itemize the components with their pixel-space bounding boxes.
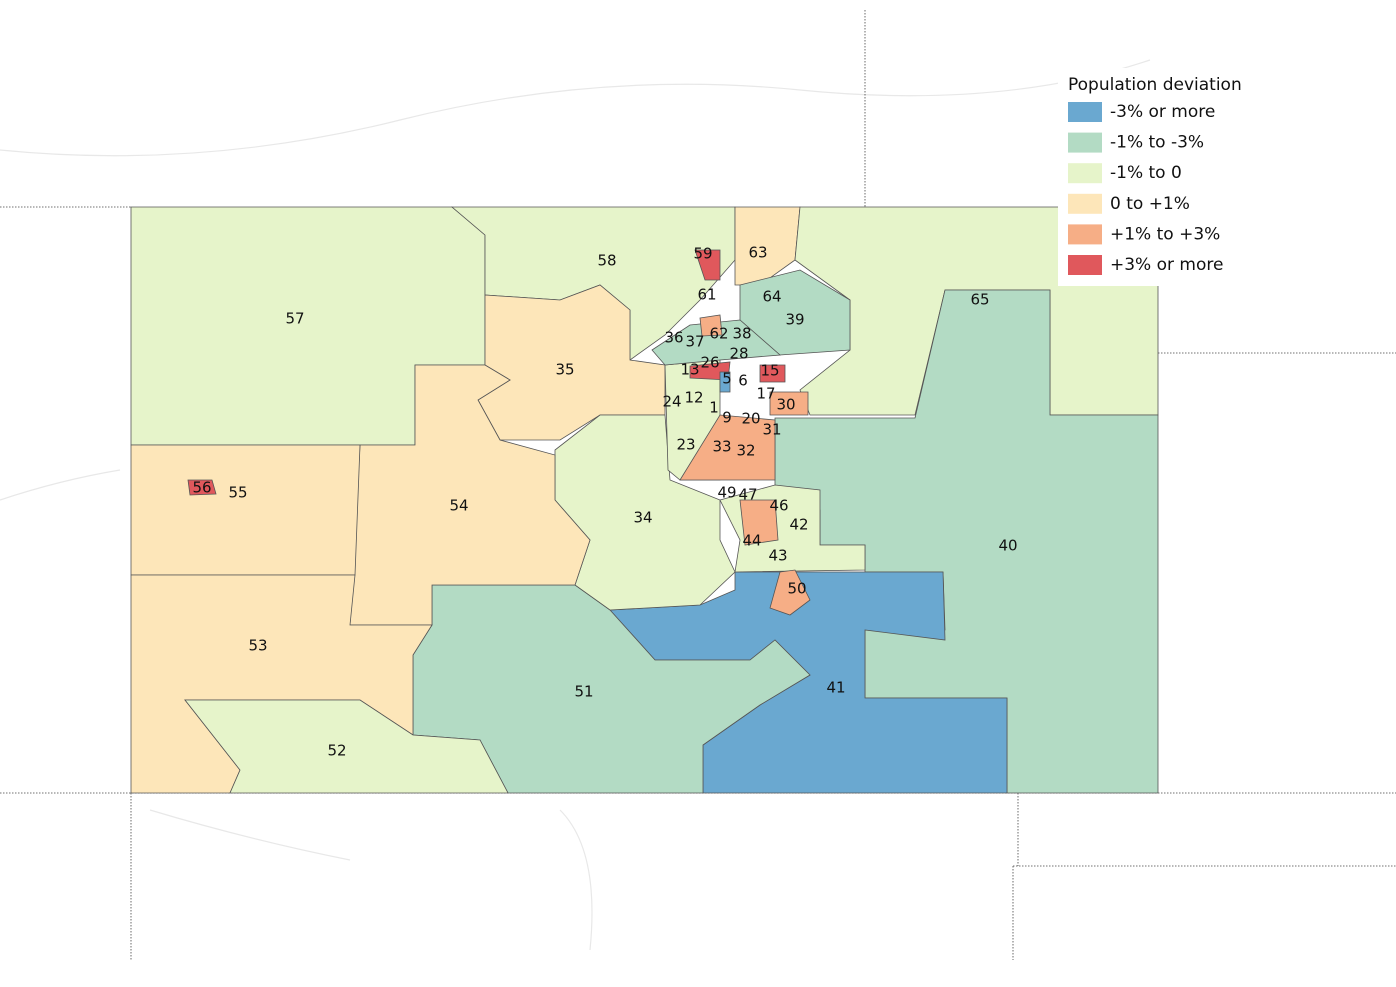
district-label: 61 <box>697 286 716 304</box>
district-label: 13 <box>680 361 699 379</box>
legend-label: 0 to +1% <box>1110 194 1190 214</box>
district-label: 32 <box>736 442 755 460</box>
district-label: 52 <box>327 742 346 760</box>
legend-swatch <box>1068 163 1102 184</box>
district-label: 49 <box>717 484 736 502</box>
district-area <box>184 699 509 794</box>
district-label: 15 <box>760 362 779 380</box>
district-label: 59 <box>693 245 712 263</box>
district-label: 39 <box>785 311 804 329</box>
district-area <box>694 249 721 281</box>
district-label: 37 <box>685 333 704 351</box>
district-label: 23 <box>676 436 695 454</box>
district-label: 28 <box>729 345 748 363</box>
district-label: 30 <box>776 396 795 414</box>
legend-label: -1% to 0 <box>1110 163 1182 183</box>
district-label: 6 <box>738 372 748 390</box>
legend-swatch <box>1068 132 1102 153</box>
district-area <box>734 206 801 286</box>
district-label: 55 <box>228 484 247 502</box>
district-label: 57 <box>285 310 304 328</box>
district-label: 17 <box>756 385 775 403</box>
district-label: 24 <box>662 393 681 411</box>
district-area <box>651 319 781 366</box>
district-label: 34 <box>633 509 652 527</box>
district-label: 47 <box>738 486 757 504</box>
legend-label: -1% to -3% <box>1110 133 1204 153</box>
district-label: 20 <box>741 410 760 428</box>
district-area <box>739 499 779 546</box>
legend-label: +1% to +3% <box>1110 224 1220 244</box>
district-area <box>679 414 776 481</box>
district-label: 62 <box>709 325 728 343</box>
district-label: 35 <box>555 361 574 379</box>
district-label: 56 <box>192 479 211 497</box>
district-label: 12 <box>684 389 703 407</box>
district-label: 53 <box>248 637 267 655</box>
district-label: 50 <box>787 580 806 598</box>
background <box>0 10 1396 960</box>
district-area <box>769 569 811 616</box>
river <box>0 469 121 501</box>
legend-swatch <box>1068 224 1102 245</box>
district-area <box>759 364 786 383</box>
legend-swatch <box>1068 102 1102 122</box>
district-label: 5 <box>722 370 732 388</box>
legend-swatch <box>1068 193 1102 214</box>
districts <box>130 206 1159 794</box>
legend-title: Population deviation <box>1068 75 1242 95</box>
district-area <box>349 364 591 626</box>
district-label: 44 <box>742 532 761 550</box>
legend: Population deviation -3% or more -1% to -… <box>1058 68 1253 286</box>
district-label: 51 <box>574 683 593 701</box>
river <box>149 809 351 861</box>
district-label: 42 <box>789 516 808 534</box>
legend-swatch <box>1068 255 1102 275</box>
river <box>559 809 593 951</box>
district-label: 36 <box>664 329 683 347</box>
district-label: 64 <box>762 288 781 306</box>
district-label: 1 <box>709 399 719 417</box>
district-area <box>187 479 217 496</box>
district-label: 46 <box>769 497 788 515</box>
district-label: 54 <box>449 497 468 515</box>
district-label: 31 <box>762 421 781 439</box>
district-label: 9 <box>722 409 732 427</box>
district-area <box>130 444 361 576</box>
district-label: 65 <box>970 291 989 309</box>
district-label: 40 <box>998 537 1017 555</box>
district-label: 63 <box>748 244 767 262</box>
legend-label: +3% or more <box>1110 255 1223 275</box>
legend-label: -3% or more <box>1110 102 1215 122</box>
district-label: 43 <box>768 547 787 565</box>
district-label: 33 <box>712 438 731 456</box>
district-label: 26 <box>700 354 719 372</box>
district-area <box>699 314 723 337</box>
district-label: 41 <box>826 679 845 697</box>
district-label: 58 <box>597 252 616 270</box>
river <box>0 59 1151 157</box>
district-label: 38 <box>732 325 751 343</box>
district-area <box>769 391 809 416</box>
district-area <box>719 371 731 393</box>
